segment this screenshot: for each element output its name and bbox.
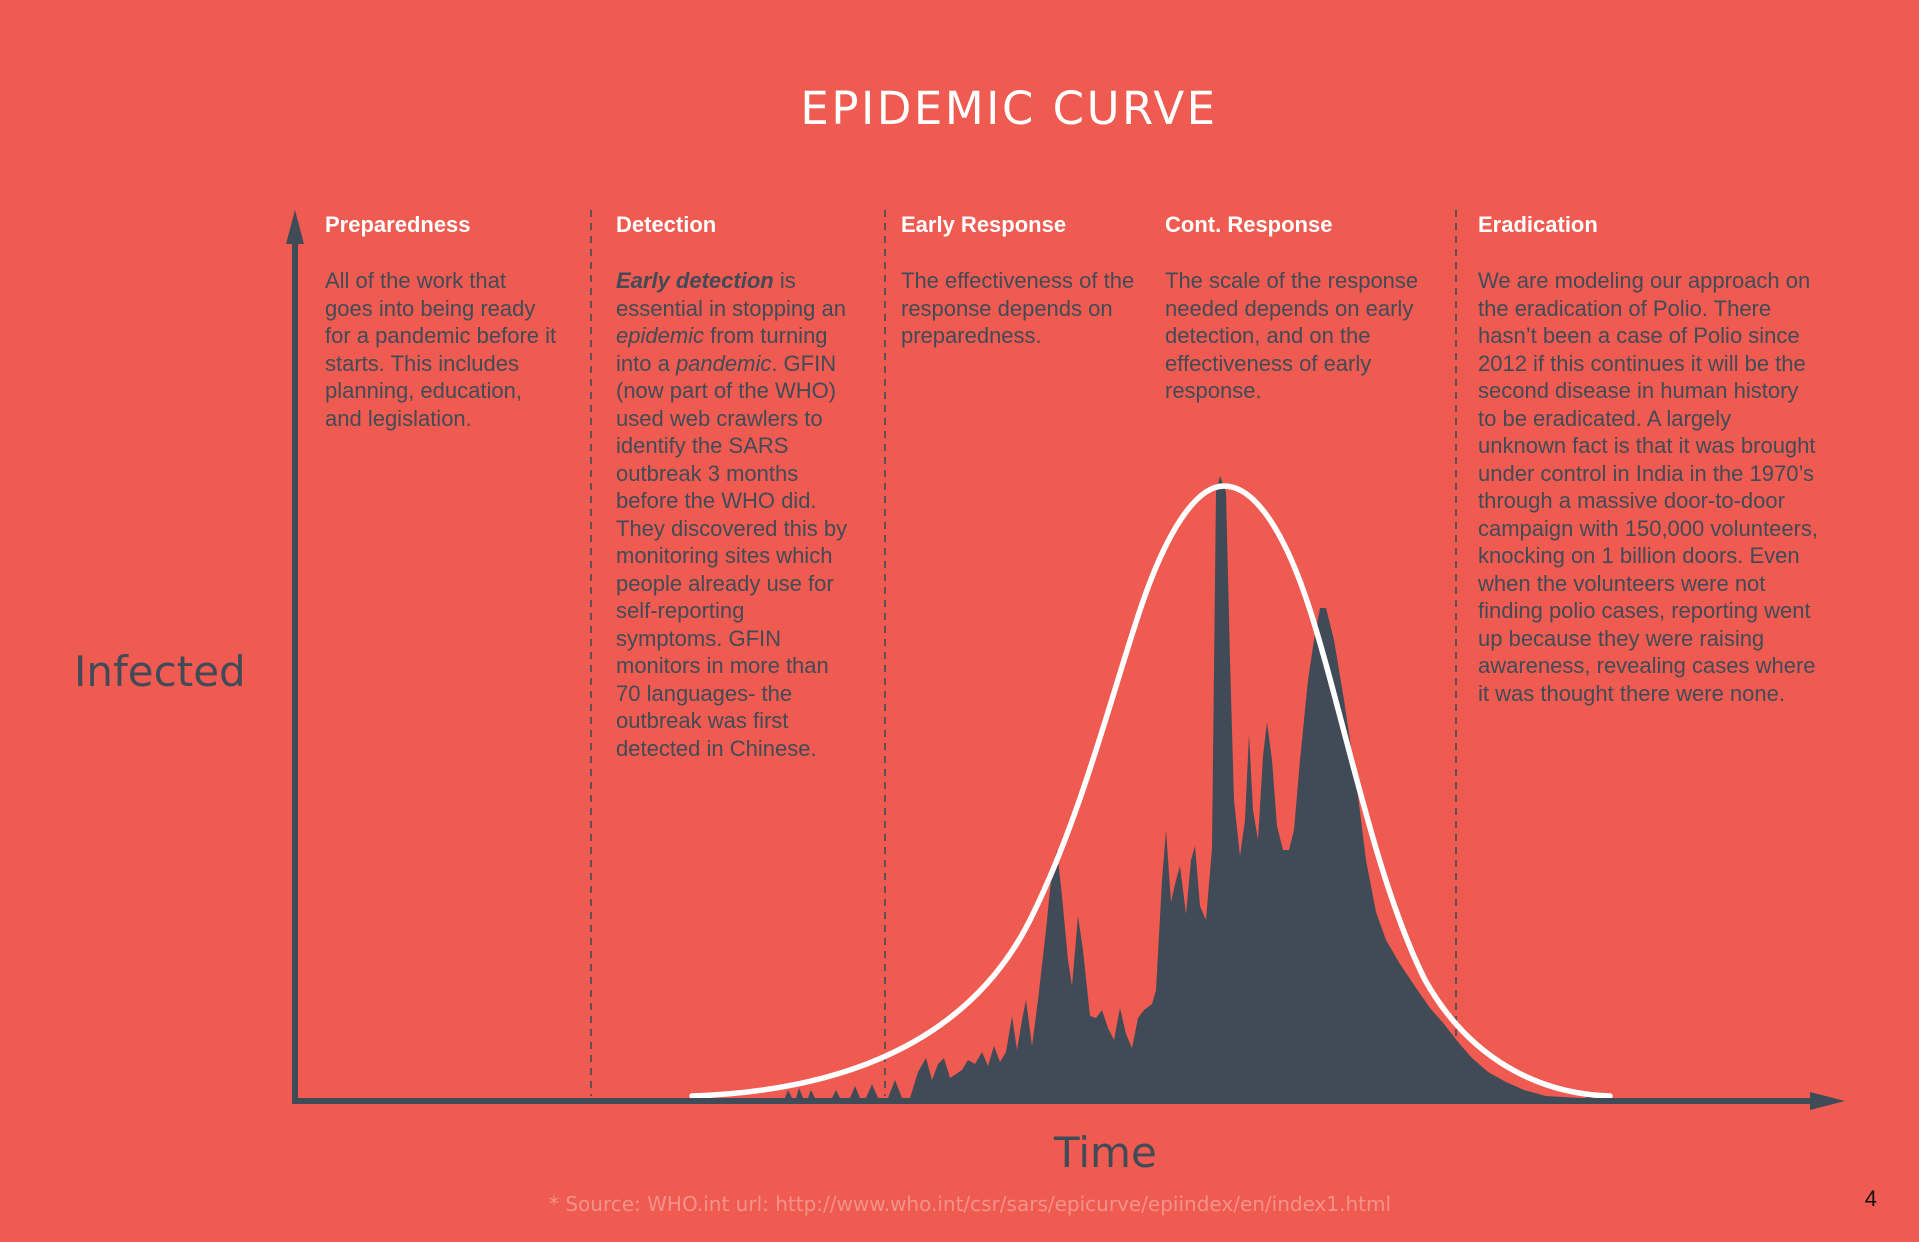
cases-silhouette	[785, 476, 1580, 1098]
phase-text-line: and legislation.	[325, 405, 472, 431]
phase-text-line: self-reporting	[616, 598, 745, 623]
phase-text-line: when the volunteers were not	[1478, 570, 1766, 596]
phase-text-line: campaign with 150,000 volunteers,	[1478, 515, 1818, 541]
x-axis-label: Time	[1054, 1128, 1157, 1177]
phase-text-line: hasn’t been a case of Polio since	[1478, 323, 1800, 348]
phase-text-line: awareness, revealing cases where	[1478, 653, 1816, 678]
phase-text-line: detected in Chinese.	[616, 735, 817, 761]
phase-text-line: Early detection is	[616, 268, 796, 293]
phase-text-line: symptoms. GFIN	[616, 625, 782, 651]
bell-curve	[689, 483, 1613, 1099]
phase-text-line: the eradication of Polio. There	[1478, 295, 1772, 321]
phase-text-line: knocking on 1 billion doors. Even	[1478, 543, 1800, 568]
phase-text-line: The effectiveness of the	[901, 268, 1135, 293]
phase-text-line: finding polio cases, reporting went	[1478, 598, 1811, 623]
source-note: * Source: WHO.int url: http://www.who.in…	[548, 1192, 1392, 1216]
phase-text-line: people already use for	[616, 570, 834, 596]
phase-text-line: All of the work that	[325, 268, 506, 293]
phase-text-line: We are modeling our approach on	[1478, 268, 1811, 293]
page-number: 4	[1864, 1186, 1877, 1211]
phase-text-line: 2012 if this continues it will be the	[1478, 350, 1806, 376]
phase-text-early-response: The effectiveness of the response depends…	[901, 267, 1134, 350]
phase-text-line: up because they were raising	[1478, 625, 1765, 651]
phase-text-line: second disease in human history	[1478, 378, 1799, 403]
phase-text-eradication: We are modeling our approach on the eradi…	[1478, 267, 1818, 707]
phase-text-line: used web crawlers to	[616, 405, 823, 431]
phase-text-preparedness: All of the work that goes into being read…	[325, 267, 556, 432]
phase-text-detection: Early detection is essential in stopping …	[616, 267, 847, 762]
phase-text-line: into a pandemic. GFIN	[616, 350, 837, 376]
phase-text-line: effectiveness of early	[1165, 350, 1372, 376]
phase-text-line: outbreak 3 months	[616, 460, 799, 486]
phase-text-line: 70 languages- the	[616, 680, 793, 706]
phase-text-line: response.	[1165, 378, 1262, 403]
phase-text-line: preparedness.	[901, 323, 1042, 348]
phase-text-line: monitors in more than	[616, 653, 829, 678]
phase-text-line: under control in India in the 1970’s	[1478, 460, 1814, 486]
phase-text-line: before the WHO did.	[616, 488, 817, 513]
phase-heading-early-response: Early Response	[901, 212, 1067, 237]
phase-text-line: for a pandemic before it	[325, 323, 557, 348]
phase-text-line: The scale of the response	[1165, 268, 1419, 293]
phase-heading-eradication: Eradication	[1478, 212, 1598, 237]
phase-text-line: identify the SARS	[616, 433, 789, 458]
phase-text-line: unknown fact is that it was brought	[1478, 433, 1816, 458]
y-axis-arrowhead	[286, 210, 304, 244]
phase-text-line: planning, education,	[325, 378, 522, 403]
x-axis-arrowhead	[1810, 1092, 1845, 1110]
phase-text-line: monitoring sites which	[616, 543, 833, 568]
phase-text-line: essential in stopping an	[616, 295, 846, 321]
phase-text-line: (now part of the WHO)	[616, 378, 837, 403]
phase-heading-preparedness: Preparedness	[325, 212, 471, 237]
phase-text-line: epidemic from turning	[616, 323, 828, 348]
phase-text-line: to be eradicated. A largely	[1478, 405, 1732, 431]
y-axis-label: Infected	[74, 647, 246, 696]
phase-text-line: starts. This includes	[325, 350, 520, 376]
phase-text-line: through a massive door-to-door	[1478, 488, 1785, 513]
phase-text-line: response depends on	[901, 295, 1113, 321]
phase-heading-detection: Detection	[616, 212, 717, 237]
phase-text-line: They discovered this by	[616, 515, 848, 541]
phase-text-line: needed depends on early	[1165, 295, 1414, 321]
phase-text-line: detection, and on the	[1165, 323, 1371, 348]
phase-heading-cont-response: Cont. Response	[1165, 212, 1333, 237]
phase-text-line: goes into being ready	[325, 295, 536, 321]
phase-text-line: outbreak was first	[616, 708, 789, 733]
phase-text-cont-response: The scale of the response needed depends …	[1165, 267, 1418, 405]
phase-text-line: it was thought there were none.	[1478, 680, 1785, 706]
page-title: EPIDEMIC CURVE	[800, 82, 1218, 135]
